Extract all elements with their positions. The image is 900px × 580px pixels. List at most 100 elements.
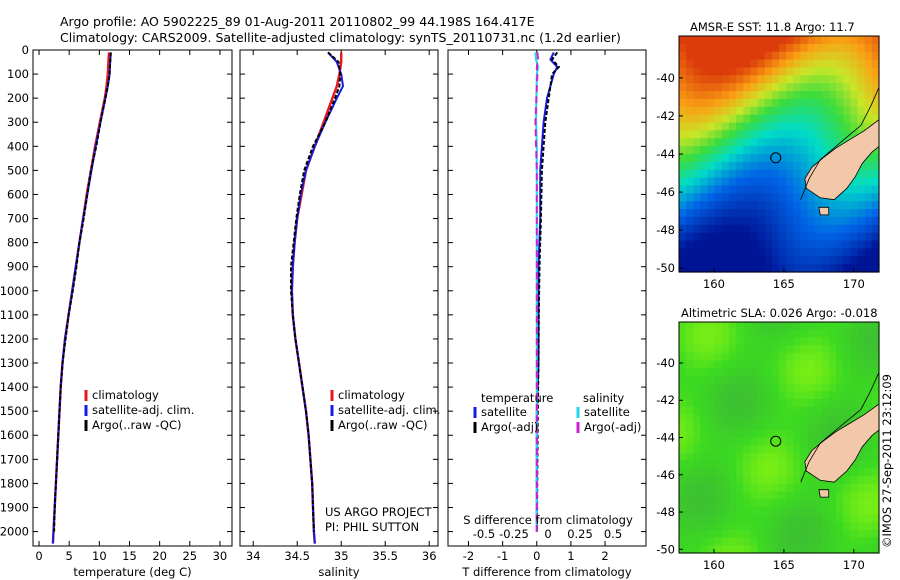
sst-map-cell [729, 209, 737, 218]
sla-map-cell [786, 368, 794, 377]
sst-map-cell [821, 248, 830, 257]
sla-map-cell [693, 368, 701, 377]
sla-map-cell [700, 452, 709, 462]
sst-map-cell [693, 98, 701, 108]
sst-map-cell [807, 256, 816, 265]
sla-map-cell [871, 545, 880, 554]
sst-map-cell [850, 256, 859, 265]
sst-map-cell [700, 36, 709, 45]
sla-map-cell [729, 337, 737, 346]
legend-label: Argo(-adj) [481, 420, 538, 434]
sst-map-cell [743, 91, 751, 100]
sla-map-cell [764, 345, 773, 354]
sla-map-cell [729, 329, 737, 338]
sst-map-cell [836, 98, 844, 108]
sla-map-cell [700, 460, 709, 469]
sst-map-cell [743, 169, 751, 179]
stewart-island [818, 206, 830, 216]
sst-map-cell [807, 98, 816, 108]
sst-map-cell [764, 209, 773, 218]
sla-map-cell [757, 406, 766, 415]
sla-map-cell [850, 375, 859, 385]
sla-map-cell [857, 345, 866, 354]
sla-map-cell [736, 514, 744, 523]
sst-map-cell [700, 67, 709, 76]
sst-map-cell [743, 240, 751, 249]
sla-map-cell [800, 391, 809, 400]
sst-map-cell [814, 138, 823, 147]
sst-map-cell [814, 106, 823, 116]
sst-map-cell [807, 75, 816, 84]
sla-map-cell [729, 452, 737, 462]
sst-map-cell [686, 161, 694, 171]
sla-map-cell [857, 514, 866, 523]
sla-map-cell [757, 360, 766, 369]
sst-map-cell [814, 43, 823, 53]
sst-map-cell [793, 161, 801, 171]
sla-map-cell [693, 529, 701, 539]
sst-map-cell [850, 185, 859, 194]
sst-map-cell [771, 75, 780, 84]
sst-map-cell [686, 248, 694, 257]
sla-map-cell [807, 522, 816, 531]
sla-map-cell [679, 352, 687, 362]
sla-map-cell [714, 545, 723, 554]
sst-map-cell [871, 83, 880, 92]
sst-map-cell [871, 98, 880, 108]
sst-map-cell [864, 51, 873, 61]
sst-map-cell [771, 232, 780, 242]
sst-map-cell [800, 106, 809, 116]
sst-map-cell [714, 122, 723, 131]
sst-map-cell [721, 98, 730, 108]
sst-map-cell [743, 248, 751, 257]
legend-header-salinity: salinity [583, 391, 624, 405]
sst-map-cell [836, 36, 844, 45]
sla-map-cell [693, 391, 701, 400]
sla-map-cell [871, 329, 880, 338]
sla-map-cell [736, 422, 744, 431]
sla-map-cell [814, 483, 823, 492]
sla-map-cell [836, 345, 844, 354]
sst-map-cell [757, 36, 766, 45]
sla-map-cell [693, 399, 701, 408]
sla-map-cell [764, 368, 773, 377]
sla-map-cell [714, 414, 723, 423]
sst-map-cell [814, 240, 823, 249]
sst-map-cell [864, 122, 873, 131]
sla-map-cell [814, 429, 823, 439]
sla-map-cell [721, 383, 730, 392]
sst-map-cell [714, 138, 723, 147]
salinity-diff-tick: 0.5 [604, 527, 622, 541]
sla-map-cell [843, 329, 851, 338]
sst-map-cell [721, 51, 730, 61]
sla-map-cell [736, 452, 744, 462]
sst-map-cell [779, 114, 787, 124]
sla-map-cell [800, 329, 809, 338]
sla-map-cell [764, 522, 773, 531]
sst-map-cell [857, 161, 866, 171]
sst-map-cell [721, 106, 730, 116]
sst-map-cell [771, 43, 780, 53]
sla-map-cell [800, 468, 809, 477]
sst-map-cell [864, 240, 873, 249]
sla-map-cell [686, 429, 694, 439]
sst-map-cell [814, 36, 823, 45]
sla-map-cell [679, 483, 687, 492]
sla-map-cell [821, 422, 830, 431]
sst-map-cell [871, 201, 880, 210]
sla-map-cell [721, 375, 730, 385]
sst-map-cell [750, 154, 759, 163]
sla-map-cell [693, 429, 701, 439]
sla-map-cell [700, 399, 709, 408]
sst-map-cell [821, 130, 830, 139]
sla-map-cell [829, 375, 837, 385]
sla-map-cell [700, 352, 709, 362]
sla-map-cell [814, 491, 823, 500]
sla-map-cell [700, 506, 709, 516]
sla-map-cell [700, 337, 709, 346]
sst-map-cell [736, 91, 744, 100]
sla-map-cell [800, 322, 809, 331]
depth-tick-label: 800 [7, 236, 29, 250]
sla-map-cell [714, 322, 723, 331]
sst-map-cell [679, 232, 687, 242]
